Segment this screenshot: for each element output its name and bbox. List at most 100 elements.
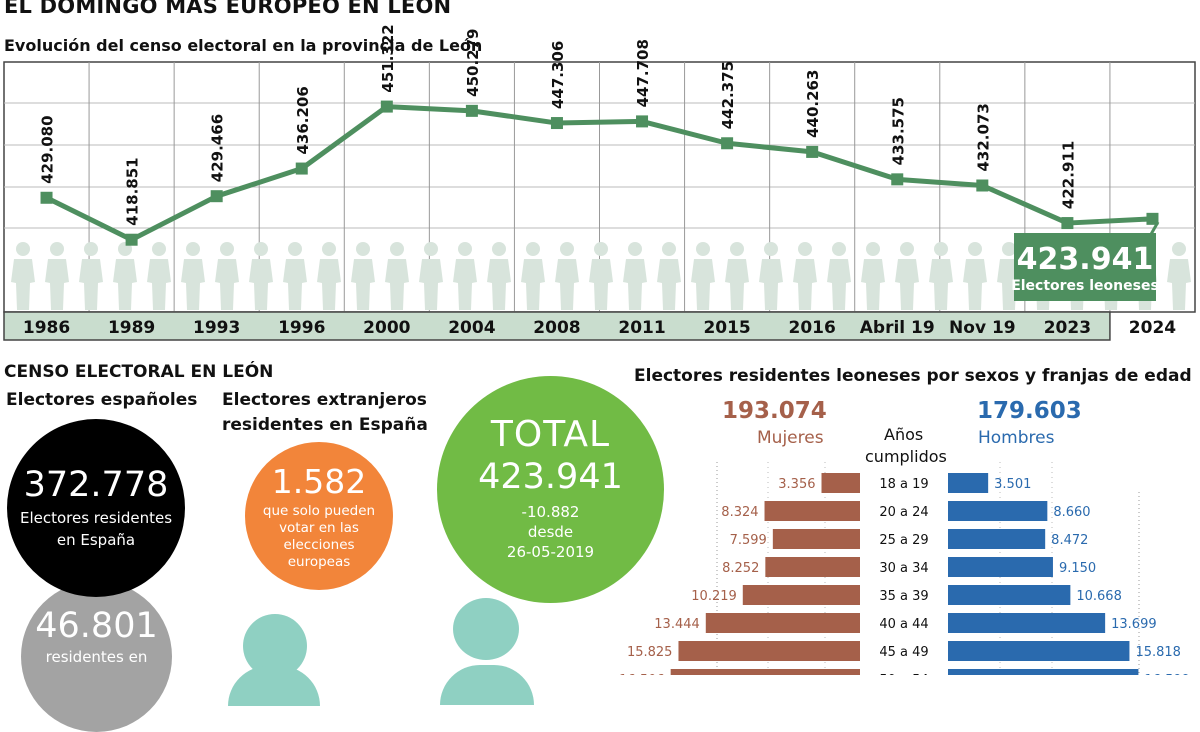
women-bar-30 a 34 <box>765 557 860 577</box>
value-label-2008: 447.306 <box>549 41 567 109</box>
value-label-1996: 436.206 <box>294 86 312 154</box>
total-value: 423.941 <box>478 457 623 497</box>
year-bar <box>3 311 1111 341</box>
census-line-chart: 429.080 418.851 429.466 436.206 451.322 450.2… <box>3 24 1196 341</box>
women-value-label-30 a 34: 8.252 <box>722 561 759 576</box>
value-label-1989: 418.851 <box>124 157 142 225</box>
pyramid-title: Electores residentes leoneses por sexos … <box>634 366 1192 386</box>
women-bar-40 a 44 <box>705 613 860 633</box>
person-silhouette-icon <box>657 242 681 310</box>
year-label-1996: 1996 <box>278 318 325 338</box>
age-label-30 a 34: 30 a 34 <box>879 561 928 576</box>
men-bar-50 a 54 <box>948 669 1139 675</box>
men-total: 179.603 <box>977 398 1082 424</box>
year-label-1993: 1993 <box>193 318 240 338</box>
total-voters-circle: TOTAL 423.941 -10.882 desde 26-05-2019 <box>437 376 664 603</box>
women-bar-18 a 19 <box>821 473 860 493</box>
person-silhouette-icon <box>929 242 953 310</box>
data-point-2023 <box>1061 217 1074 230</box>
women-value-label-35 a 39: 10.219 <box>691 589 737 604</box>
women-value-label-18 a 19: 3.356 <box>778 477 815 492</box>
person-silhouette-icon <box>487 242 511 310</box>
abroad-voters-label: residentes en <box>45 648 148 666</box>
year-label-2008: 2008 <box>533 318 580 338</box>
data-point-1993 <box>210 190 223 203</box>
value-label-2011: 447.708 <box>634 39 652 107</box>
year-label-2015: 2015 <box>703 318 750 338</box>
year-label-2016: 2016 <box>789 318 836 338</box>
person-silhouette-icon <box>861 242 885 310</box>
age-label-20 a 24: 20 a 24 <box>879 505 928 520</box>
age-label-25 a 29: 25 a 29 <box>879 533 928 548</box>
person-silhouette-icon <box>283 242 307 310</box>
data-point-1989 <box>125 233 138 246</box>
person-silhouette-icon <box>623 242 647 310</box>
pyramid-bars: 3.356 3.501 18 a 19 8.324 8.660 20 a 24 7.599 8… <box>619 473 1190 675</box>
men-value-label-35 a 39: 10.668 <box>1076 589 1122 604</box>
person-silhouette-icon <box>79 242 103 310</box>
foreign-voters-circle: 1.582 que solo pueden votar en las elecc… <box>245 442 393 590</box>
resident-voters-label-1: Electores residentes <box>19 509 173 527</box>
data-point-2011 <box>636 115 649 128</box>
data-point-2004 <box>465 104 478 117</box>
women-total: 193.074 <box>722 398 827 424</box>
person-silhouette-icon <box>521 242 545 310</box>
year-tick-labels: 1986 1989 1993 1996 2000 2004 2008 2011 2015 2016… <box>23 318 1176 338</box>
age-label-35 a 39: 35 a 39 <box>879 589 928 604</box>
total-change: -10.882 <box>521 503 580 521</box>
person-silhouette-icon <box>147 242 171 310</box>
men-label: Hombres <box>978 428 1055 448</box>
year-axis-bar <box>3 311 1111 341</box>
men-value-label-50 a 54: 16.599 <box>1144 673 1190 675</box>
chart-subtitle: Evolución del censo electoral en la prov… <box>4 36 483 55</box>
women-value-label-20 a 24: 8.324 <box>721 505 758 520</box>
person-silhouette-icon <box>181 242 205 310</box>
person-silhouette-icon <box>827 242 851 310</box>
highlight-box: 423.941 Electores leoneses <box>1011 221 1160 301</box>
resident-voters-circle: 372.778 Electores residentes en España <box>7 419 185 597</box>
person-silhouette-icon <box>317 242 341 310</box>
foreign-voters-label-2: votar en las <box>279 520 359 536</box>
year-label-2024: 2024 <box>1129 318 1176 338</box>
person-silhouette-icon <box>419 242 443 310</box>
person-silhouette-icon <box>385 242 409 310</box>
women-value-label-45 a 49: 15.825 <box>627 645 673 660</box>
pyramid-grid <box>716 462 1140 675</box>
data-point-2016 <box>806 145 819 158</box>
foreign-voters-heading-line1: Electores extranjeros <box>222 390 427 410</box>
age-pyramid-chart: 3.356 3.501 18 a 19 8.324 8.660 20 a 24 7.599 8… <box>619 462 1190 675</box>
men-value-label-18 a 19: 3.501 <box>994 477 1031 492</box>
person-icon <box>453 598 519 660</box>
year-label-2023: 2023 <box>1044 318 1091 338</box>
census-line <box>44 104 1155 243</box>
value-label-Nov 19: 432.073 <box>974 103 992 171</box>
year-label-1986: 1986 <box>23 318 70 338</box>
total-label: TOTAL <box>490 414 611 455</box>
women-value-label-50 a 54: 16.506 <box>619 673 665 675</box>
data-point-Nov 19 <box>976 179 989 192</box>
data-point-2008 <box>550 117 563 130</box>
women-bar-45 a 49 <box>678 641 860 661</box>
men-bar-40 a 44 <box>948 613 1106 633</box>
resident-voters-label-2: en España <box>56 531 136 549</box>
age-label-45 a 49: 45 a 49 <box>879 645 928 660</box>
foreign-voters-value: 1.582 <box>271 462 367 501</box>
census-points <box>40 100 1159 246</box>
value-label-2016: 440.263 <box>804 70 822 138</box>
women-bar-20 a 24 <box>764 501 860 521</box>
person-silhouette-icon <box>793 242 817 310</box>
person-silhouette-icon <box>895 242 919 310</box>
person-silhouette-icon <box>589 242 613 310</box>
resident-voters-value: 372.778 <box>23 465 169 505</box>
data-point-1996 <box>295 162 308 175</box>
women-bar-25 a 29 <box>772 529 860 549</box>
year-label-2011: 2011 <box>618 318 665 338</box>
total-since-label: desde <box>527 523 574 541</box>
person-silhouette-icon <box>1167 242 1191 310</box>
person-silhouette-icon <box>249 242 273 310</box>
person-silhouette-icon <box>45 242 69 310</box>
total-since-date: 26-05-2019 <box>506 543 595 561</box>
data-point-1986 <box>40 191 53 204</box>
foreign-voters-label-4: europeas <box>287 554 351 570</box>
value-label-2000: 451.322 <box>379 24 397 92</box>
